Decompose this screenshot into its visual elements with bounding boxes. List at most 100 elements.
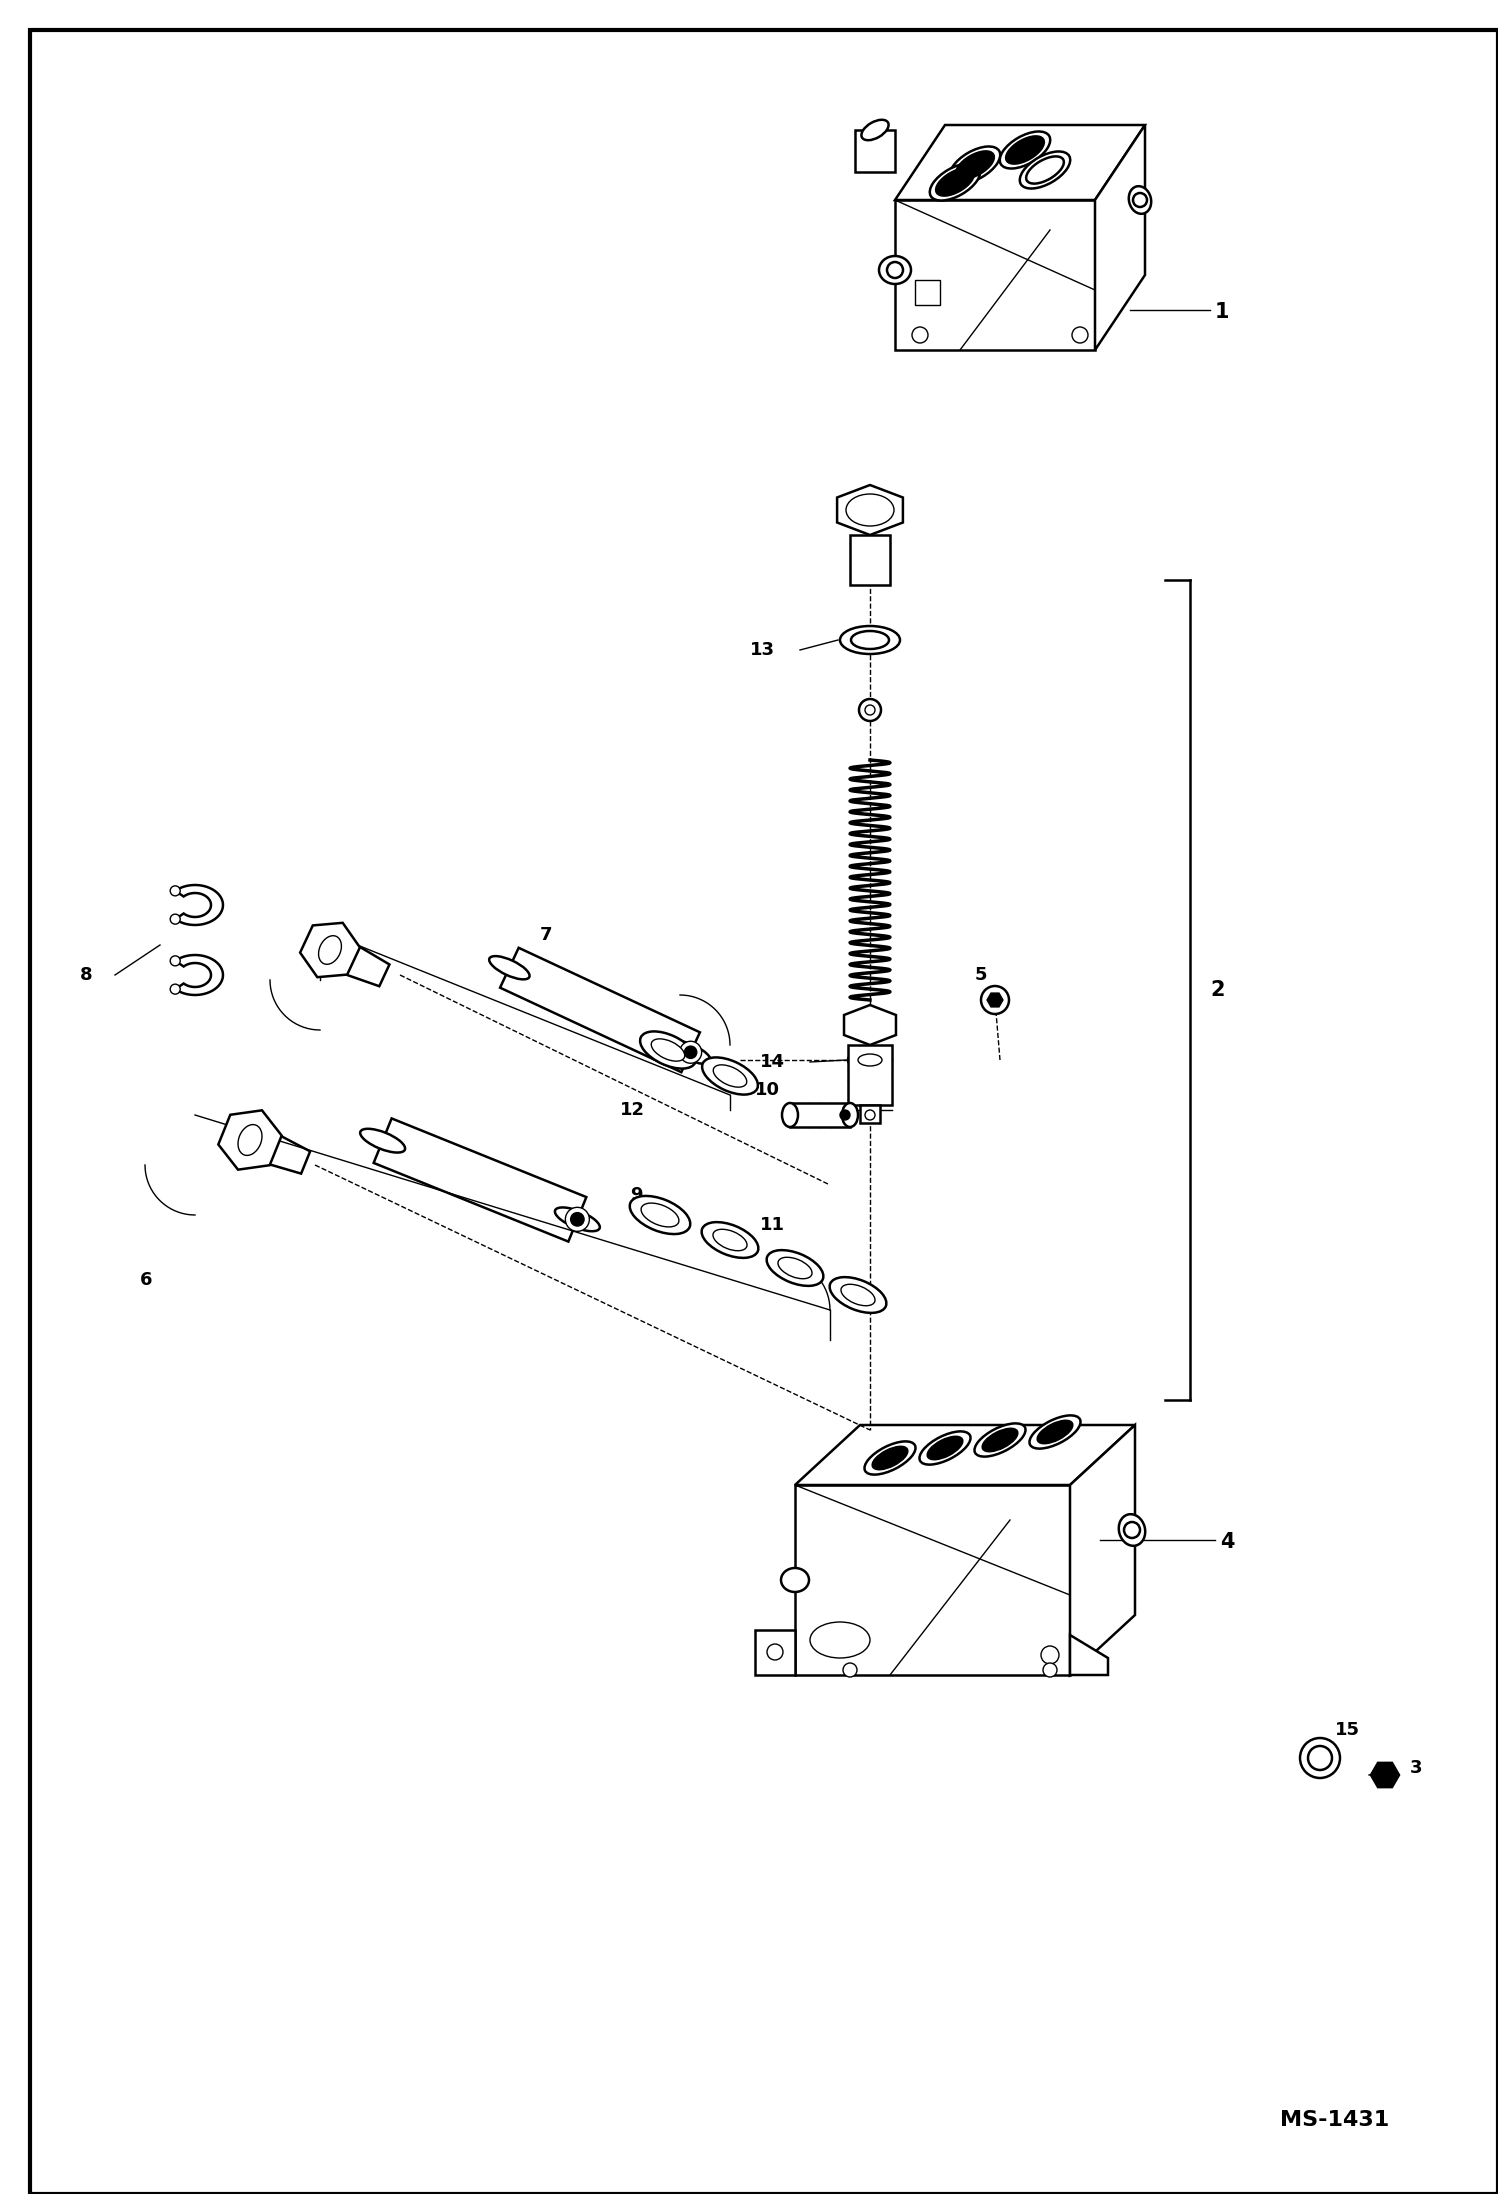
- Ellipse shape: [930, 165, 980, 200]
- Ellipse shape: [927, 1437, 962, 1459]
- Ellipse shape: [713, 1229, 748, 1251]
- Circle shape: [171, 886, 180, 895]
- Circle shape: [171, 957, 180, 965]
- Polygon shape: [915, 281, 941, 305]
- Circle shape: [843, 1663, 857, 1676]
- Ellipse shape: [1119, 1514, 1146, 1547]
- Polygon shape: [322, 935, 389, 987]
- Polygon shape: [987, 994, 1004, 1007]
- Text: 5: 5: [975, 965, 987, 983]
- Ellipse shape: [782, 1104, 798, 1128]
- Polygon shape: [843, 1005, 896, 1044]
- Ellipse shape: [777, 1257, 812, 1279]
- Circle shape: [887, 261, 903, 279]
- Ellipse shape: [713, 1064, 746, 1088]
- Ellipse shape: [701, 1222, 758, 1257]
- Circle shape: [912, 327, 927, 342]
- Ellipse shape: [565, 1207, 589, 1231]
- Ellipse shape: [830, 1277, 887, 1312]
- Polygon shape: [1070, 1424, 1135, 1674]
- Ellipse shape: [842, 1104, 858, 1128]
- Text: 14: 14: [759, 1053, 785, 1071]
- Text: 9: 9: [631, 1187, 643, 1205]
- Circle shape: [864, 704, 875, 715]
- Ellipse shape: [846, 494, 894, 527]
- Polygon shape: [789, 1104, 849, 1128]
- Polygon shape: [500, 948, 700, 1073]
- Polygon shape: [795, 1485, 1070, 1674]
- Circle shape: [685, 1047, 697, 1058]
- Ellipse shape: [319, 935, 342, 965]
- Polygon shape: [860, 1106, 879, 1123]
- Ellipse shape: [703, 1058, 758, 1095]
- Polygon shape: [894, 200, 1095, 351]
- Ellipse shape: [920, 1430, 971, 1466]
- Ellipse shape: [864, 1441, 915, 1474]
- Text: 6: 6: [139, 1270, 153, 1290]
- Ellipse shape: [360, 1128, 404, 1152]
- Ellipse shape: [641, 1202, 679, 1226]
- Text: 7: 7: [539, 926, 553, 943]
- Ellipse shape: [840, 1283, 875, 1305]
- Circle shape: [840, 1110, 849, 1119]
- Ellipse shape: [1026, 156, 1064, 184]
- Ellipse shape: [1020, 151, 1070, 189]
- Ellipse shape: [652, 1038, 685, 1062]
- Ellipse shape: [950, 147, 1001, 184]
- Ellipse shape: [936, 169, 974, 195]
- Circle shape: [1043, 1663, 1058, 1676]
- Circle shape: [767, 1643, 783, 1661]
- Circle shape: [1073, 327, 1088, 342]
- Circle shape: [864, 1110, 875, 1119]
- Circle shape: [171, 985, 180, 994]
- Circle shape: [1300, 1738, 1341, 1777]
- Ellipse shape: [1029, 1415, 1080, 1448]
- Text: 10: 10: [755, 1082, 780, 1099]
- Text: 2: 2: [1210, 981, 1224, 1000]
- Polygon shape: [1070, 1635, 1109, 1674]
- Polygon shape: [175, 884, 223, 926]
- Polygon shape: [300, 924, 360, 976]
- Ellipse shape: [999, 132, 1050, 169]
- Text: 11: 11: [759, 1215, 785, 1233]
- Circle shape: [1308, 1746, 1332, 1771]
- Polygon shape: [175, 954, 223, 994]
- Ellipse shape: [848, 1049, 891, 1071]
- Ellipse shape: [983, 1428, 1017, 1450]
- Text: 15: 15: [1335, 1720, 1360, 1740]
- Ellipse shape: [1129, 186, 1152, 213]
- Ellipse shape: [1007, 136, 1044, 165]
- Ellipse shape: [861, 121, 888, 140]
- Circle shape: [981, 985, 1010, 1014]
- Ellipse shape: [840, 625, 900, 654]
- Ellipse shape: [629, 1196, 691, 1233]
- Polygon shape: [849, 535, 890, 586]
- Polygon shape: [373, 1119, 586, 1242]
- Ellipse shape: [810, 1621, 870, 1659]
- Text: 12: 12: [620, 1101, 646, 1119]
- Polygon shape: [219, 1110, 282, 1169]
- Ellipse shape: [238, 1126, 262, 1156]
- Ellipse shape: [554, 1207, 599, 1231]
- Polygon shape: [894, 125, 1144, 200]
- Ellipse shape: [780, 1569, 809, 1593]
- Text: 1: 1: [1215, 303, 1230, 323]
- Text: 3: 3: [1410, 1760, 1423, 1777]
- Ellipse shape: [879, 257, 911, 283]
- Polygon shape: [837, 485, 903, 535]
- Circle shape: [858, 700, 881, 722]
- Text: 4: 4: [1219, 1531, 1234, 1551]
- Polygon shape: [795, 1424, 1135, 1485]
- Polygon shape: [855, 129, 894, 171]
- Circle shape: [1041, 1646, 1059, 1663]
- Polygon shape: [243, 1123, 310, 1174]
- Circle shape: [1132, 193, 1147, 206]
- Polygon shape: [1371, 1762, 1399, 1788]
- Ellipse shape: [858, 1053, 882, 1066]
- Ellipse shape: [671, 1040, 712, 1064]
- Ellipse shape: [1038, 1422, 1073, 1444]
- Text: 8: 8: [79, 965, 93, 983]
- Circle shape: [571, 1213, 584, 1226]
- Ellipse shape: [975, 1424, 1026, 1457]
- Circle shape: [1124, 1523, 1140, 1538]
